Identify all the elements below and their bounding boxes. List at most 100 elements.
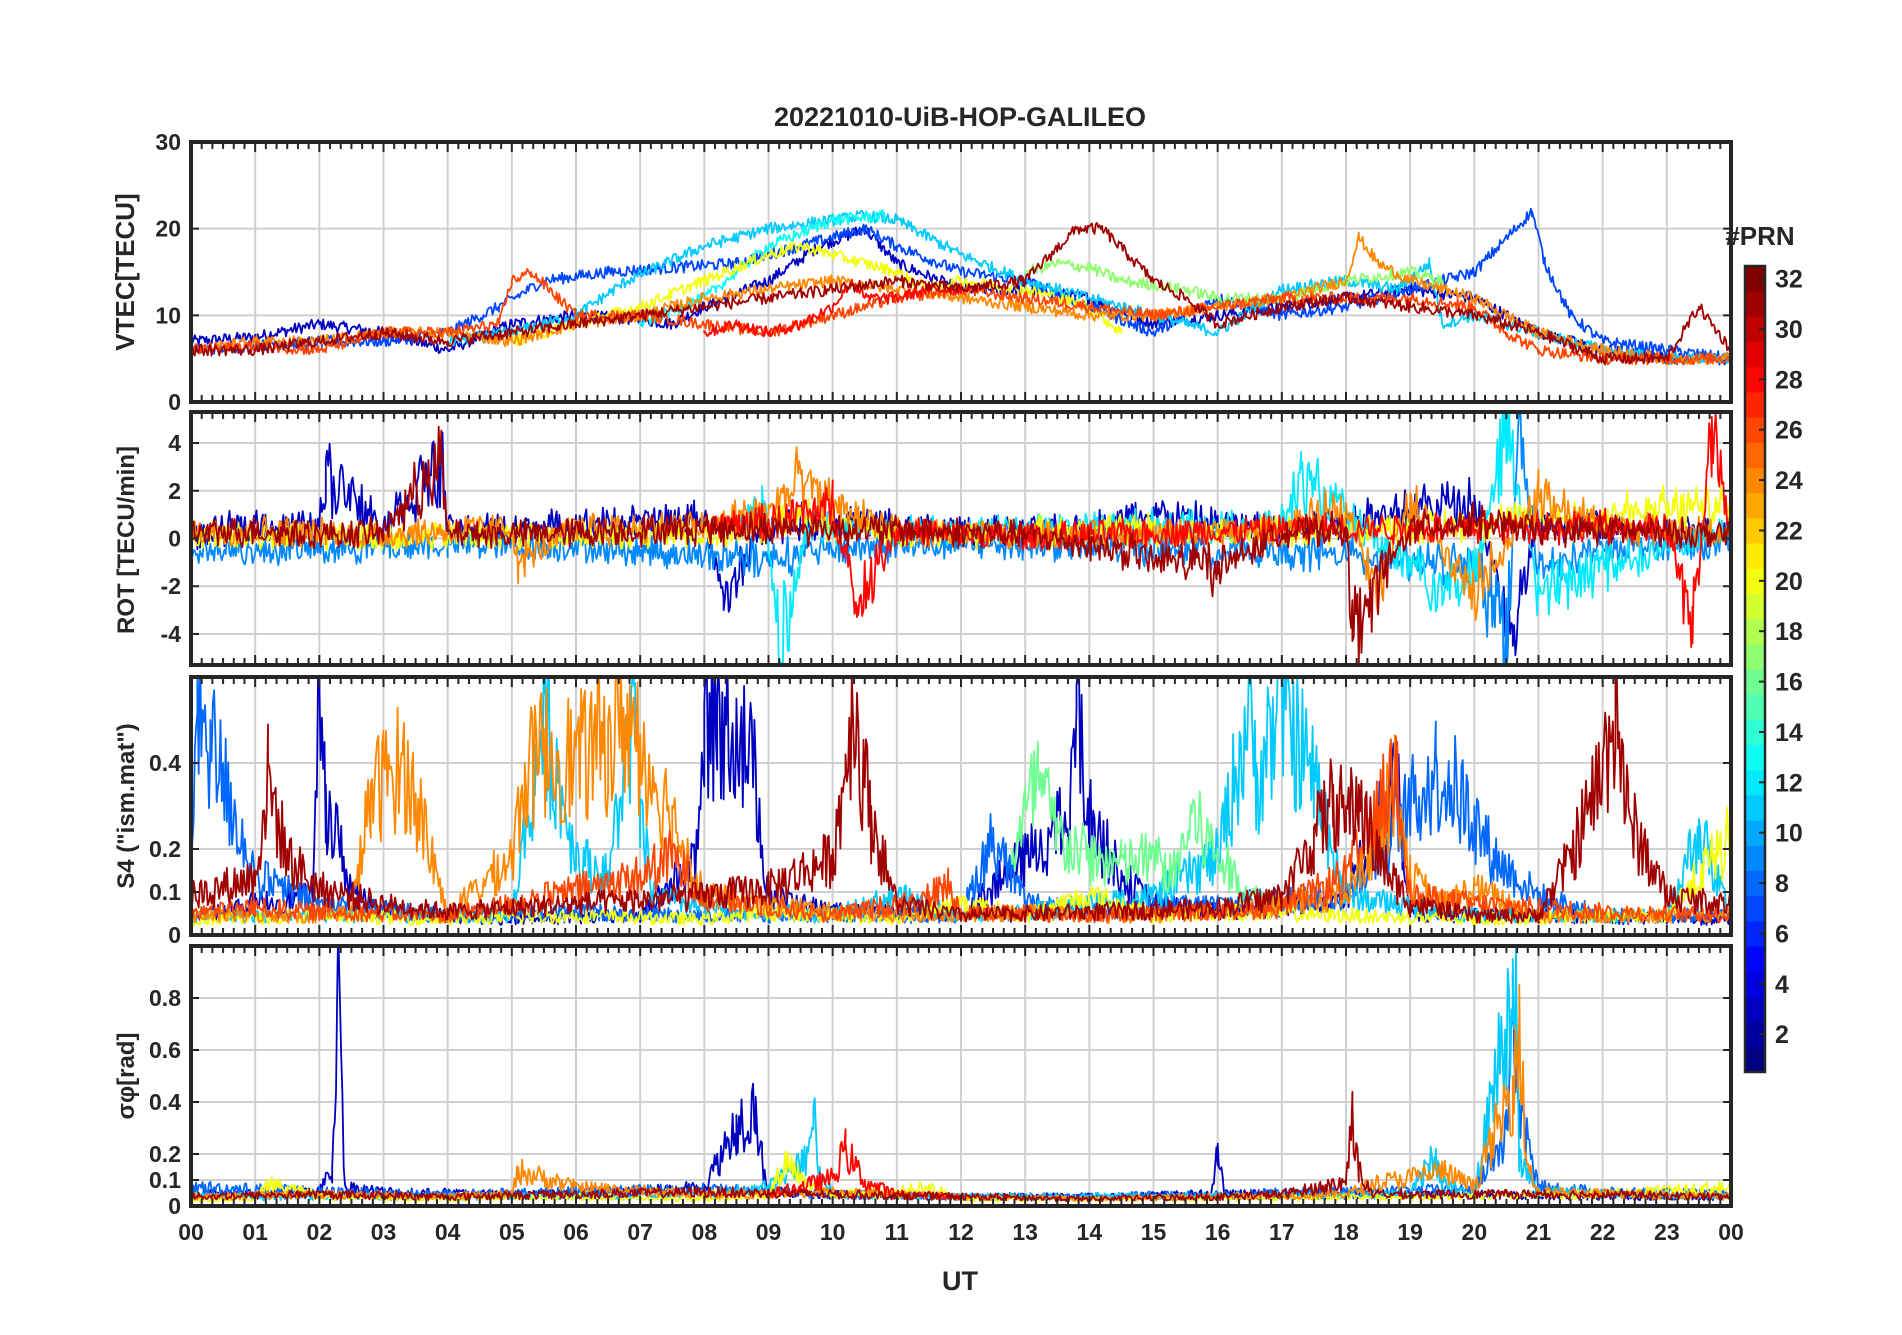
colorbar-segment	[1745, 492, 1765, 519]
y-tick-label: 4	[168, 430, 181, 456]
series-prn-31	[191, 221, 1731, 366]
x-tick-label: 21	[1526, 1219, 1552, 1245]
chart-title: 20221010-UiB-HOP-GALILEO	[774, 102, 1146, 132]
y-axis-label: σφ[rad]	[113, 1033, 140, 1120]
colorbar-tick-label: 2	[1775, 1021, 1789, 1049]
x-tick-label: 09	[756, 1219, 782, 1245]
y-tick-label: 0.6	[149, 1037, 181, 1063]
colorbar-segment	[1745, 1046, 1765, 1073]
panel-4: 00.10.2 0.4 0.6 0.8 σφ[rad] 00 01 02 03 04 05 06 07 0…	[113, 944, 1744, 1245]
y-axis-label: ROT [TECU/min]	[113, 446, 140, 634]
colorbar-segment	[1745, 366, 1765, 393]
colorbar-segment	[1745, 266, 1765, 292]
y-tick-label: 0.4	[149, 1089, 181, 1115]
x-tick-label: 14	[1077, 1219, 1103, 1245]
x-tick-label: 07	[627, 1219, 653, 1245]
y-tick-label: 0.2	[149, 836, 181, 862]
colorbar-segment	[1745, 694, 1765, 720]
colorbar-segment	[1745, 618, 1765, 645]
colorbar-segment	[1745, 946, 1765, 972]
colorbar-segment	[1745, 643, 1765, 670]
x-tick-label: 02	[307, 1219, 333, 1245]
colorbar-segment	[1745, 845, 1765, 871]
colorbar-segment	[1745, 568, 1765, 594]
x-tick-label: 08	[692, 1219, 718, 1245]
x-tick-label: 01	[242, 1219, 268, 1245]
y-tick-label: 10	[155, 302, 181, 328]
series-prn-28	[703, 412, 1731, 649]
y-tick-label: -4	[161, 621, 182, 647]
x-tick-label: 22	[1590, 1219, 1616, 1245]
y-tick-label: 20	[155, 216, 181, 242]
colorbar-segment	[1745, 920, 1765, 947]
y-tick-label: 0	[168, 389, 181, 415]
series-group	[191, 207, 1731, 366]
series-prn-13	[639, 209, 885, 328]
y-axis-label: VTEC[TECU]	[110, 193, 140, 350]
colorbar-tick-label: 8	[1775, 870, 1789, 898]
series-prn-16	[1011, 740, 1283, 916]
colorbar-tick-label: 20	[1775, 568, 1803, 596]
panel-3: 0 0.1 0.2 0.4 S4 ("ism.mat")	[113, 675, 1733, 948]
colorbar-segment	[1745, 291, 1765, 317]
y-tick-label: 0	[168, 1193, 181, 1219]
colorbar-segment	[1745, 719, 1765, 746]
colorbar-segment	[1745, 870, 1765, 897]
y-tick-label: 0	[168, 526, 181, 552]
series-prn-31	[191, 677, 1731, 924]
x-tick-label: 20	[1462, 1219, 1488, 1245]
x-tick-label: 11	[885, 1219, 910, 1245]
colorbar-segment	[1745, 971, 1765, 997]
colorbar-segment	[1745, 442, 1765, 468]
x-tick-label: 13	[1012, 1219, 1038, 1245]
colorbar-segment	[1745, 341, 1765, 368]
series-group	[191, 412, 1731, 665]
colorbar-tick-label: 16	[1775, 669, 1803, 697]
colorbar-tick-label: 30	[1775, 316, 1803, 344]
series-prn-31	[191, 1090, 1731, 1203]
x-tick-label: 03	[371, 1219, 397, 1245]
series-prn-31	[191, 425, 1731, 665]
x-tick-label: 00	[178, 1219, 204, 1245]
x-tick-label: 17	[1269, 1219, 1295, 1245]
colorbar-tick-label: 4	[1775, 971, 1789, 999]
y-tick-label: -2	[161, 573, 181, 599]
panel-1: 0 10 20 30 VTEC[TECU]	[110, 129, 1733, 415]
colorbar-tick-label: 14	[1775, 719, 1803, 747]
y-tick-label: 0.8	[149, 985, 181, 1011]
colorbar-segment	[1745, 316, 1765, 343]
y-tick-label: 0.2	[149, 1141, 181, 1167]
colorbar-segment	[1745, 517, 1765, 544]
series-prn-26	[191, 267, 1731, 366]
x-tick-label: 04	[435, 1219, 461, 1245]
x-tick-label: 05	[499, 1219, 525, 1245]
colorbar-segment	[1745, 1021, 1765, 1048]
colorbar-tick-label: 10	[1775, 820, 1803, 848]
colorbar-segment	[1745, 794, 1765, 821]
colorbar-tick-label: 32	[1775, 266, 1803, 294]
x-tick-label: 18	[1333, 1219, 1359, 1245]
y-tick-label: 0.4	[149, 750, 181, 776]
series-prn-17	[1024, 258, 1444, 305]
colorbar-segment	[1745, 895, 1765, 922]
y-axis-label: S4 ("ism.mat")	[113, 723, 140, 888]
series-prn-20	[510, 241, 1123, 347]
x-tick-label: 23	[1654, 1219, 1680, 1245]
y-tick-label: 2	[168, 478, 181, 504]
colorbar-segment	[1745, 769, 1765, 796]
colorbar-tick-label: 6	[1775, 920, 1789, 948]
colorbar-tick-label: 28	[1775, 366, 1803, 394]
x-tick-label: 16	[1205, 1219, 1231, 1245]
x-tick-label: 00	[1718, 1219, 1744, 1245]
colorbar-segment	[1745, 543, 1765, 569]
series-group	[191, 677, 1731, 927]
colorbar-segment	[1745, 391, 1765, 418]
colorbar-segment	[1745, 820, 1765, 846]
x-tick-label: 12	[948, 1219, 974, 1245]
x-tick-label: 19	[1397, 1219, 1423, 1245]
colorbar-segment	[1745, 996, 1765, 1023]
colorbar-tick-label: 22	[1775, 517, 1803, 545]
